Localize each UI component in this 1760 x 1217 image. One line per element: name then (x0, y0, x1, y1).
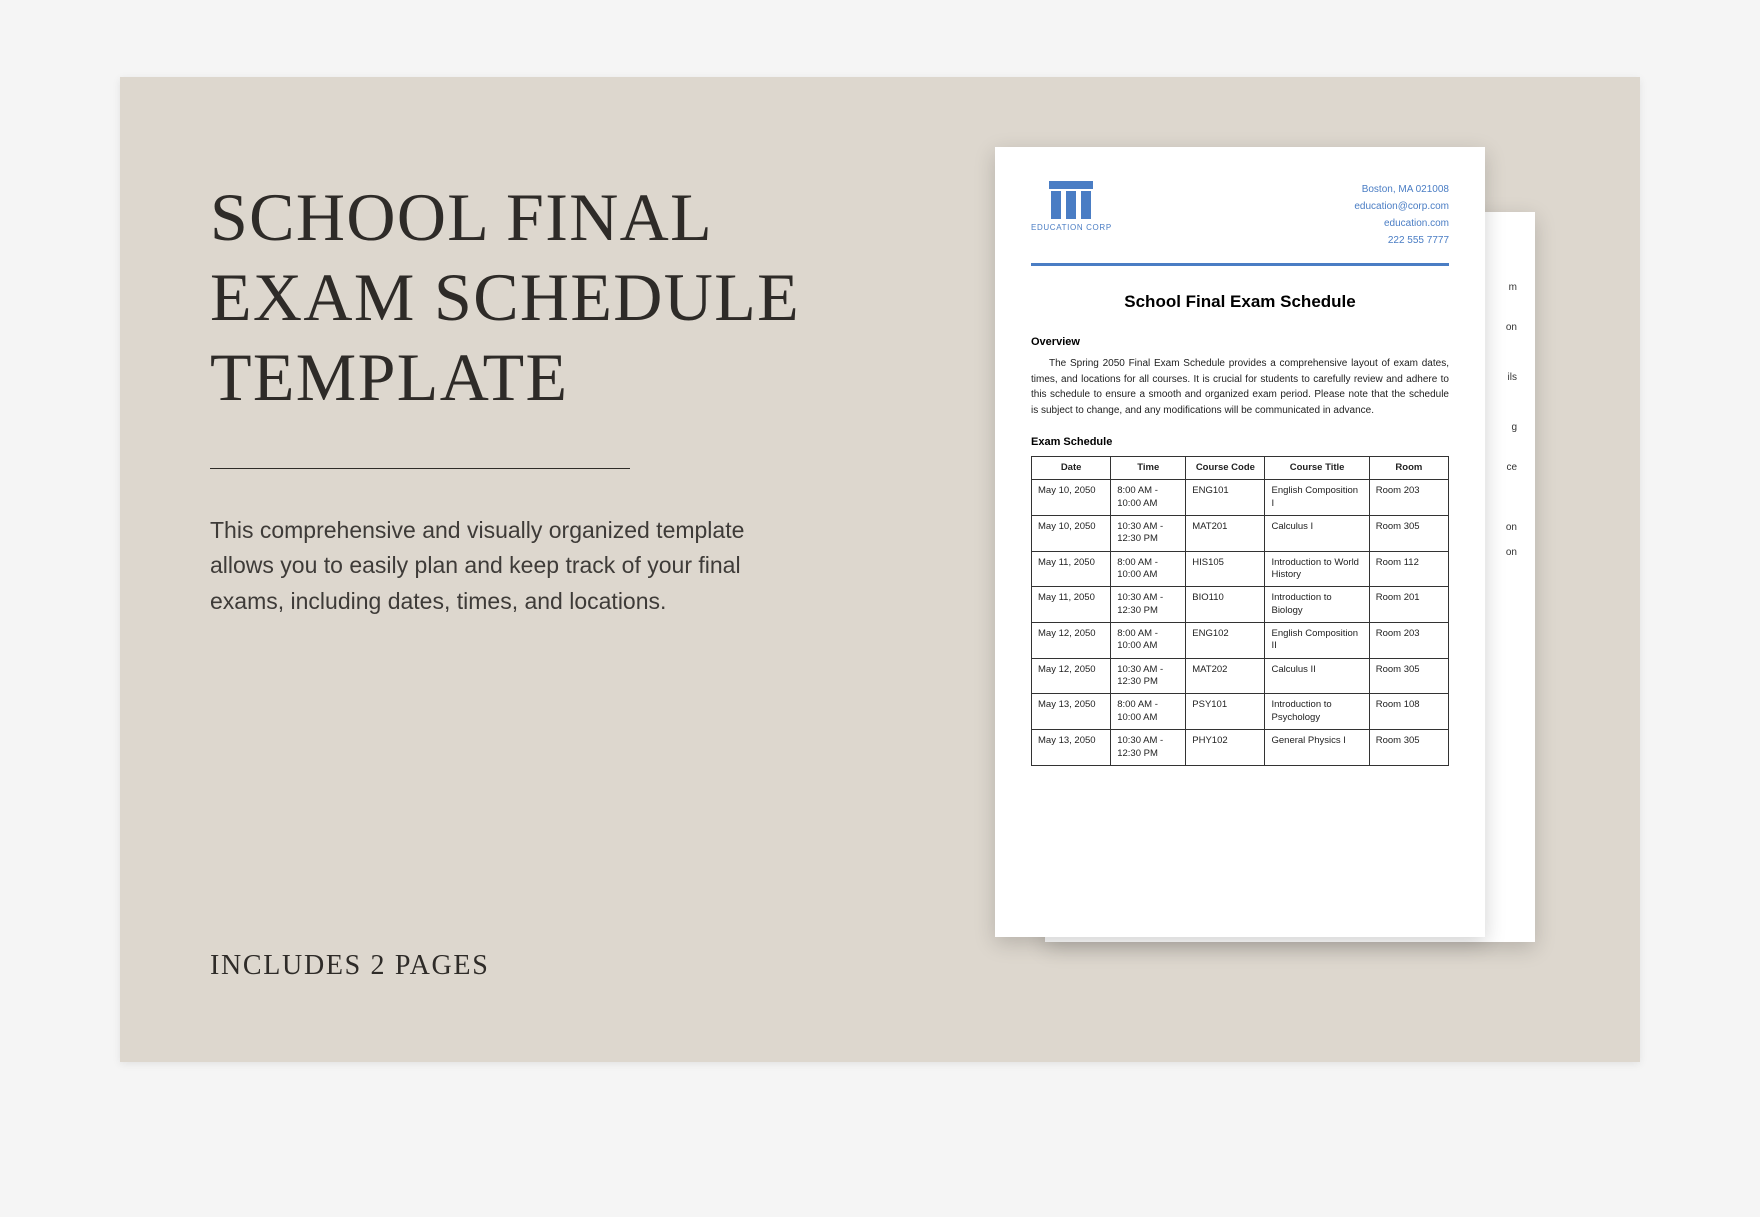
table-cell: ENG101 (1186, 480, 1265, 516)
table-cell: English Composition I (1265, 480, 1369, 516)
col-room: Room (1369, 457, 1448, 480)
stub-text: on (1506, 547, 1517, 558)
table-cell: Room 203 (1369, 480, 1448, 516)
title-line-3: TEMPLATE (210, 339, 568, 415)
table-cell: Calculus I (1265, 516, 1369, 552)
table-cell: Room 112 (1369, 551, 1448, 587)
table-cell: Room 108 (1369, 694, 1448, 730)
table-header-row: Date Time Course Code Course Title Room (1032, 457, 1449, 480)
table-row: May 11, 205010:30 AM - 12:30 PMBIO110Int… (1032, 587, 1449, 623)
stub-text: ce (1506, 462, 1517, 473)
table-cell: 10:30 AM - 12:30 PM (1111, 730, 1186, 766)
table-cell: May 12, 2050 (1032, 623, 1111, 659)
title-line-2: EXAM SCHEDULE (210, 259, 800, 335)
header-rule (1031, 263, 1449, 266)
table-row: May 11, 20508:00 AM - 10:00 AMHIS105Intr… (1032, 551, 1449, 587)
table-cell: MAT202 (1186, 658, 1265, 694)
schedule-heading: Exam Schedule (1031, 436, 1449, 448)
table-cell: Room 305 (1369, 730, 1448, 766)
table-cell: May 13, 2050 (1032, 694, 1111, 730)
col-code: Course Code (1186, 457, 1265, 480)
table-cell: 8:00 AM - 10:00 AM (1111, 694, 1186, 730)
table-cell: Room 305 (1369, 516, 1448, 552)
template-description: This comprehensive and visually organize… (210, 513, 810, 620)
title-divider (210, 468, 630, 469)
table-cell: May 11, 2050 (1032, 551, 1111, 587)
table-row: May 12, 20508:00 AM - 10:00 AMENG102Engl… (1032, 623, 1449, 659)
table-row: May 10, 205010:30 AM - 12:30 PMMAT201Cal… (1032, 516, 1449, 552)
table-cell: 8:00 AM - 10:00 AM (1111, 551, 1186, 587)
table-cell: May 10, 2050 (1032, 516, 1111, 552)
overview-heading: Overview (1031, 336, 1449, 348)
table-cell: Introduction to Psychology (1265, 694, 1369, 730)
table-cell: ENG102 (1186, 623, 1265, 659)
title-line-1: SCHOOL FINAL (210, 179, 713, 255)
col-title: Course Title (1265, 457, 1369, 480)
doc-title: School Final Exam Schedule (1031, 292, 1449, 312)
page-preview-front: EDUCATION CORP Boston, MA 021008 educati… (995, 147, 1485, 937)
preview-panel: m on ils g ce on on EDUCATION CORP (900, 77, 1640, 1062)
table-cell: General Physics I (1265, 730, 1369, 766)
logo-name: EDUCATION CORP (1031, 223, 1112, 232)
table-cell: May 12, 2050 (1032, 658, 1111, 694)
overview-body: The Spring 2050 Final Exam Schedule prov… (1031, 356, 1449, 418)
exam-table: Date Time Course Code Course Title Room … (1031, 456, 1449, 766)
table-cell: MAT201 (1186, 516, 1265, 552)
logo-block: EDUCATION CORP (1031, 181, 1112, 232)
contact-block: Boston, MA 021008 education@corp.com edu… (1354, 181, 1449, 249)
table-cell: 8:00 AM - 10:00 AM (1111, 480, 1186, 516)
table-cell: May 10, 2050 (1032, 480, 1111, 516)
table-cell: PSY101 (1186, 694, 1265, 730)
stub-text: on (1506, 522, 1517, 533)
doc-header: EDUCATION CORP Boston, MA 021008 educati… (1031, 181, 1449, 249)
columns-logo-icon (1049, 181, 1093, 219)
table-cell: 10:30 AM - 12:30 PM (1111, 516, 1186, 552)
stub-text: g (1511, 422, 1517, 433)
table-row: May 13, 20508:00 AM - 10:00 AMPSY101Intr… (1032, 694, 1449, 730)
table-cell: BIO110 (1186, 587, 1265, 623)
template-card: SCHOOL FINAL EXAM SCHEDULE TEMPLATE This… (120, 77, 1640, 1062)
table-row: May 13, 205010:30 AM - 12:30 PMPHY102Gen… (1032, 730, 1449, 766)
contact-phone: 222 555 7777 (1354, 232, 1449, 249)
table-cell: Introduction to Biology (1265, 587, 1369, 623)
pages-label: INCLUDES 2 PAGES (210, 950, 830, 982)
table-cell: Introduction to World History (1265, 551, 1369, 587)
contact-email: education@corp.com (1354, 198, 1449, 215)
table-cell: Room 201 (1369, 587, 1448, 623)
stub-text: m (1509, 282, 1517, 293)
template-title: SCHOOL FINAL EXAM SCHEDULE TEMPLATE (210, 177, 830, 418)
table-cell: Room 203 (1369, 623, 1448, 659)
col-date: Date (1032, 457, 1111, 480)
table-cell: May 11, 2050 (1032, 587, 1111, 623)
table-cell: May 13, 2050 (1032, 730, 1111, 766)
left-panel: SCHOOL FINAL EXAM SCHEDULE TEMPLATE This… (120, 77, 900, 1062)
table-row: May 10, 20508:00 AM - 10:00 AMENG101Engl… (1032, 480, 1449, 516)
table-cell: 10:30 AM - 12:30 PM (1111, 587, 1186, 623)
table-cell: PHY102 (1186, 730, 1265, 766)
contact-site: education.com (1354, 215, 1449, 232)
table-cell: 8:00 AM - 10:00 AM (1111, 623, 1186, 659)
table-cell: Calculus II (1265, 658, 1369, 694)
table-cell: Room 305 (1369, 658, 1448, 694)
table-cell: HIS105 (1186, 551, 1265, 587)
col-time: Time (1111, 457, 1186, 480)
stub-text: on (1506, 322, 1517, 333)
contact-address: Boston, MA 021008 (1354, 181, 1449, 198)
stub-text: ils (1508, 372, 1517, 383)
table-cell: 10:30 AM - 12:30 PM (1111, 658, 1186, 694)
table-row: May 12, 205010:30 AM - 12:30 PMMAT202Cal… (1032, 658, 1449, 694)
table-cell: English Composition II (1265, 623, 1369, 659)
